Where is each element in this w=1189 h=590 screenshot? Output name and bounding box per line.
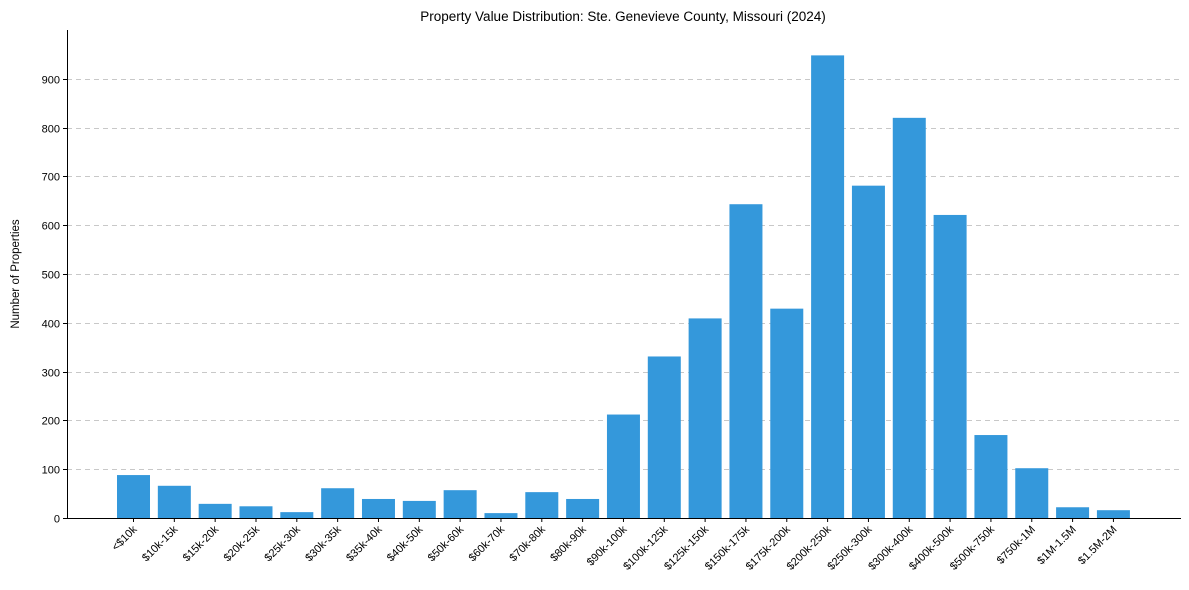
x-tick-label-0: <$10k <box>110 523 140 553</box>
bar-20 <box>933 214 967 518</box>
y-gridlines <box>67 79 1181 470</box>
bar-0 <box>117 475 150 518</box>
x-tick-label-4: $25k-30k <box>262 523 303 564</box>
x-tick-label-7: $40k-50k <box>385 523 426 564</box>
x-tick-label-11: $80k-90k <box>548 523 589 564</box>
y-tick-label-600: 600 <box>42 221 60 233</box>
chart-title: Property Value Distribution: Ste. Genevi… <box>420 9 825 24</box>
bar-15 <box>729 204 763 518</box>
x-tick-label-8: $50k-60k <box>426 523 467 564</box>
bar-6 <box>361 498 395 518</box>
y-tick-label-200: 200 <box>42 416 60 428</box>
bar-23 <box>1056 507 1090 518</box>
x-tick-label-2: $15k-20k <box>181 523 222 564</box>
y-tick-label-900: 900 <box>42 75 60 87</box>
x-tick-label-6: $35k-40k <box>344 523 385 564</box>
bar-13 <box>647 356 681 518</box>
y-tick-label-500: 500 <box>42 270 60 282</box>
x-tick-label-1: $10k-15k <box>140 523 181 564</box>
bar-4 <box>280 512 314 518</box>
y-axis-label: Number of Properties <box>10 219 22 329</box>
bar-7 <box>402 500 436 518</box>
bar-22 <box>1015 468 1049 518</box>
bar-24 <box>1096 510 1130 518</box>
x-tick-label-21: $500k-750k <box>948 523 997 572</box>
y-tick-label-400: 400 <box>42 319 60 331</box>
bar-9 <box>484 513 518 518</box>
bar-14 <box>688 318 722 518</box>
x-axis-ticks: <$10k $10k-15k $15k-20k $20k-25k $25k-30k $30… <box>110 518 1120 573</box>
bar-17 <box>811 55 845 518</box>
bar-10 <box>525 492 559 518</box>
y-tick-label-300: 300 <box>42 368 60 380</box>
bar-12 <box>606 414 640 518</box>
bar-5 <box>321 488 355 518</box>
y-tick-label-0: 0 <box>54 514 60 526</box>
bar-19 <box>892 117 926 518</box>
x-tick-label-3: $20k-25k <box>222 523 263 564</box>
bar-18 <box>851 185 885 519</box>
y-tick-label-700: 700 <box>42 172 60 184</box>
bar-8 <box>443 490 477 518</box>
x-tick-label-22: $750k-1M <box>995 524 1038 567</box>
x-tick-label-9: $60k-70k <box>467 523 508 564</box>
x-tick-label-24: $1.5M-2M <box>1076 524 1120 568</box>
bar-3 <box>239 506 273 518</box>
bar-16 <box>770 308 804 518</box>
bar-21 <box>974 435 1008 518</box>
y-tick-label-100: 100 <box>42 465 60 477</box>
bar-1 <box>157 485 191 518</box>
y-axis-ticks: 0 100 200 300 400 500 600 700 800 900 <box>42 75 67 526</box>
bar-2 <box>198 503 232 518</box>
y-tick-label-800: 800 <box>42 124 60 136</box>
bars <box>117 55 1130 519</box>
x-tick-label-10: $70k-80k <box>507 523 548 564</box>
bar-11 <box>566 498 600 518</box>
x-tick-label-23: $1M-1.5M <box>1035 524 1079 568</box>
x-tick-label-5: $30k-35k <box>303 523 344 564</box>
